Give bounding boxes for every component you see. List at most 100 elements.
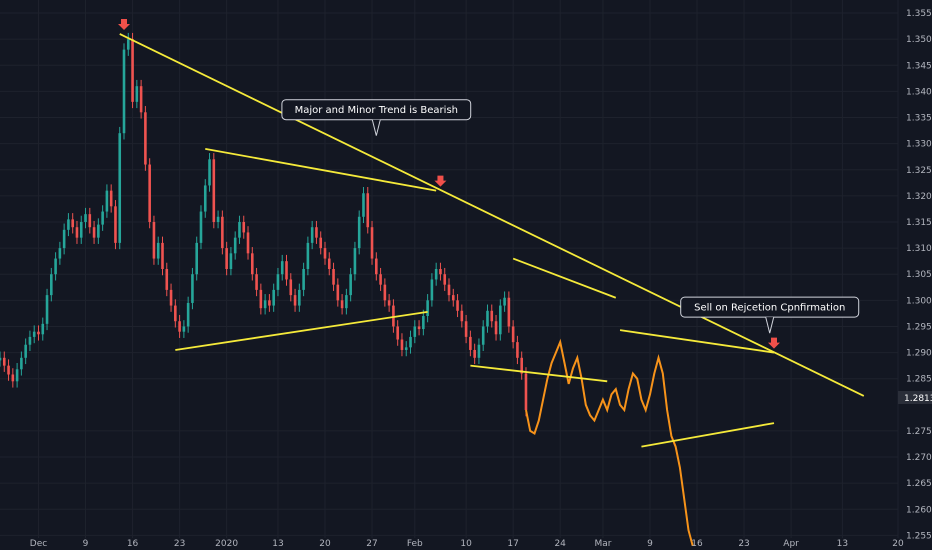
candle-body [221, 216, 224, 249]
candle-body [139, 86, 143, 113]
candle-body [7, 365, 10, 375]
candle-body [182, 326, 186, 332]
x-tick-label: 23 [738, 539, 749, 549]
y-tick-label: 1.32000 [906, 192, 932, 202]
x-tick-label: 9 [647, 539, 653, 549]
candle-body [353, 248, 357, 275]
x-tick-label: 2020 [215, 539, 238, 549]
trend-line [641, 422, 775, 448]
candle-body [490, 310, 494, 322]
y-tick-label: 1.27000 [906, 453, 932, 463]
candle-body [199, 211, 203, 243]
trend-line [205, 147, 437, 192]
x-tick-label: 20 [319, 539, 331, 549]
y-tick-label: 1.31000 [906, 244, 932, 254]
candle-body [67, 219, 70, 230]
candle-body [54, 258, 57, 275]
candle-body [50, 274, 53, 296]
x-tick-label: 27 [366, 539, 377, 549]
callout-text: Major and Minor Trend is Bearish [295, 105, 458, 116]
candle-body [186, 302, 190, 327]
candle-body [156, 242, 160, 259]
candle-body [413, 326, 417, 337]
x-tick-label: 24 [554, 539, 566, 549]
candle-body [118, 133, 122, 243]
x-tick-label: 10 [460, 539, 472, 549]
x-tick-label: 23 [174, 539, 185, 549]
candle-body [443, 274, 447, 285]
candle-body [387, 300, 391, 306]
candle-body [293, 295, 297, 306]
candle-body [178, 321, 181, 332]
candle-body [349, 274, 352, 296]
candles-series [0, 32, 528, 417]
candle-body [520, 357, 523, 374]
x-tick-label: Feb [407, 539, 423, 549]
candle-body [285, 261, 288, 280]
x-tick-label: 13 [272, 539, 283, 549]
candle-body [62, 229, 66, 249]
candle-body [370, 227, 374, 259]
y-tick-label: 1.31500 [906, 218, 932, 228]
candle-body [280, 261, 284, 275]
candle-body [426, 300, 429, 317]
y-tick-label: 1.33000 [906, 140, 932, 150]
candle-body [306, 242, 310, 269]
callout-pointer [765, 317, 775, 334]
candle-body [212, 159, 216, 222]
candle-body [0, 357, 2, 361]
candle-body [88, 214, 92, 228]
y-tick-label: 1.25500 [906, 531, 932, 541]
callouts: Major and Minor Trend is Bearish Sell on … [281, 99, 860, 334]
candle-body [79, 221, 83, 238]
candle-body [41, 323, 45, 335]
candle-body [20, 357, 23, 370]
arrow-markers [118, 18, 780, 349]
trend-line [175, 310, 428, 351]
candle-body [276, 274, 280, 290]
candle-body [259, 289, 263, 309]
x-tick-label: Dec [30, 539, 47, 549]
candle-body [225, 248, 228, 269]
candle-body [323, 248, 327, 259]
candle-body [486, 310, 489, 327]
candle-body [250, 253, 254, 275]
candle-body [238, 221, 241, 238]
y-tick-label: 1.35500 [906, 9, 932, 19]
y-axis: 1.35500 1.35000 1.34500 1.34000 1.33500 1.330… [906, 9, 932, 541]
y-tick-label: 1.28500 [906, 375, 932, 385]
candle-body [229, 253, 233, 269]
candle-body [148, 164, 151, 222]
candle-body [208, 159, 211, 186]
y-tick-label: 1.33500 [906, 114, 932, 124]
candle-body [255, 274, 258, 290]
candle-body [494, 321, 498, 335]
x-tick-label: 9 [83, 539, 89, 549]
candle-body [460, 310, 464, 322]
candle-body [114, 206, 117, 243]
candle-body [135, 86, 139, 102]
down-arrow-icon [434, 175, 447, 187]
candle-body [105, 190, 109, 212]
y-tick-label: 1.30500 [906, 270, 932, 280]
candle-body [28, 336, 32, 345]
candle-body [191, 274, 194, 303]
candle-body [340, 300, 344, 309]
candle-body [451, 295, 455, 301]
trend-lines [119, 33, 865, 448]
x-tick-label: 17 [507, 539, 518, 549]
candle-body [396, 326, 399, 340]
candle-body [37, 331, 40, 335]
y-tick-label: 1.27500 [906, 427, 932, 437]
last-price-label: 1.28132 [904, 394, 932, 404]
down-arrow-icon [118, 18, 131, 30]
candle-body [289, 279, 293, 296]
candle-body [71, 219, 74, 228]
candle-body [417, 326, 421, 330]
candle-body [195, 242, 199, 275]
candle-body [481, 326, 485, 345]
candle-body [477, 344, 481, 358]
candle-body [507, 297, 511, 327]
candle-body [332, 269, 335, 285]
y-tick-label: 1.34500 [906, 61, 932, 71]
